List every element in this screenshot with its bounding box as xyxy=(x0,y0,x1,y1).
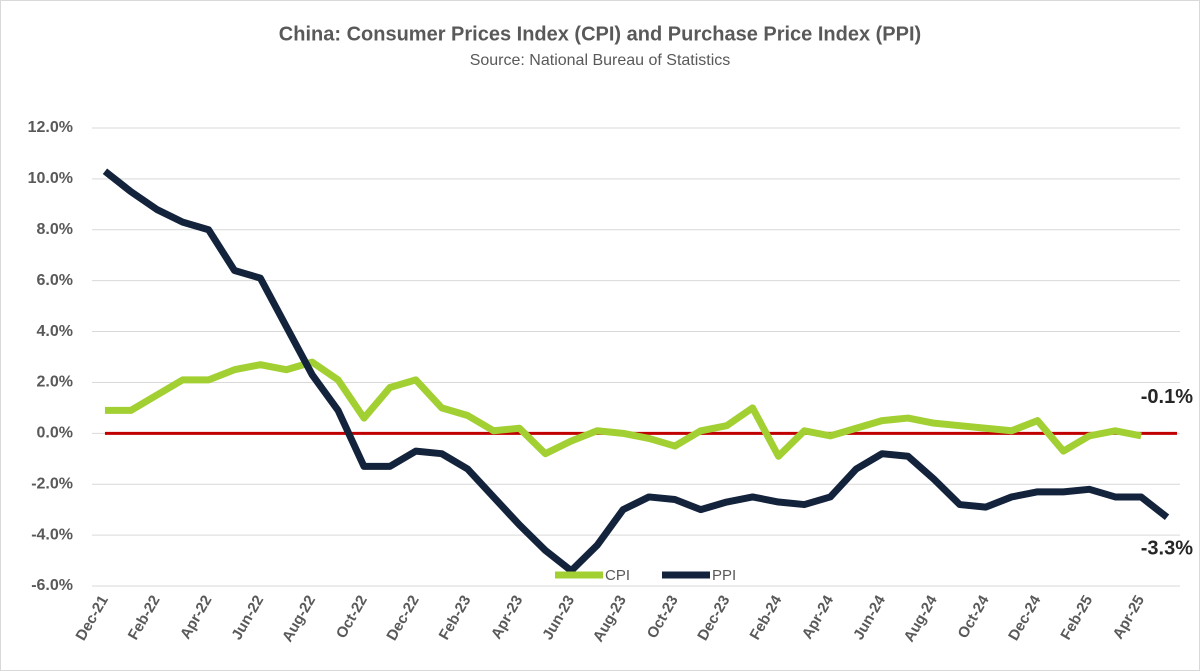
chart-title: China: Consumer Prices Index (CPI) and P… xyxy=(279,23,921,45)
y-tick-label: 12.0% xyxy=(28,119,73,136)
y-tick-label: -4.0% xyxy=(31,526,73,543)
y-tick-label: 2.0% xyxy=(37,374,73,391)
y-tick-label: 4.0% xyxy=(37,323,73,340)
series-line xyxy=(102,168,1170,575)
data-label: -0.1% xyxy=(1141,386,1193,408)
y-tick-label: -6.0% xyxy=(31,577,73,594)
y-tick-label: 10.0% xyxy=(28,170,73,187)
legend-label: PPI xyxy=(712,567,736,584)
chart-subtitle: Source: National Bureau of Statistics xyxy=(470,52,731,69)
y-tick-label: 8.0% xyxy=(37,221,73,238)
y-tick-label: 6.0% xyxy=(37,272,73,289)
y-tick-label: 0.0% xyxy=(37,425,73,442)
data-label: -3.3% xyxy=(1141,538,1193,560)
y-tick-label: -2.0% xyxy=(31,475,73,492)
legend-label: CPI xyxy=(605,567,630,584)
series-line xyxy=(104,358,1142,460)
